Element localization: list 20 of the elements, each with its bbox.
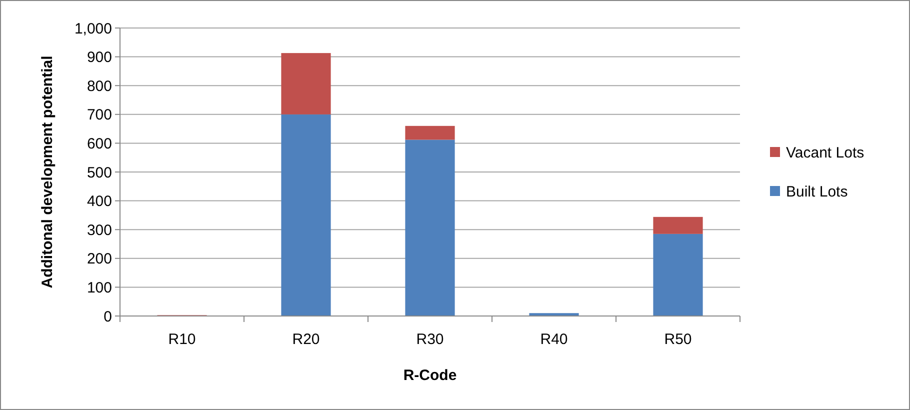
x-axis-title: R-Code [403, 367, 457, 384]
y-tick-label: 600 [86, 135, 112, 152]
y-tick-label: 500 [86, 164, 112, 182]
x-tick-label: R50 [664, 331, 692, 348]
x-tick-label: R30 [416, 331, 444, 348]
y-tick-label: 400 [86, 193, 112, 210]
y-tick-label: 200 [86, 250, 112, 268]
legend-label: Vacant Lots [786, 144, 864, 162]
x-tick-label: R10 [168, 331, 196, 348]
y-tick-label: 300 [86, 222, 112, 239]
y-tick-label: 900 [86, 49, 112, 66]
y-axis-title: Additonal development potential [39, 56, 56, 288]
y-tick-label: 0 [104, 308, 112, 326]
y-tick-label: 1,000 [74, 20, 112, 38]
x-tick-label: R20 [292, 331, 320, 348]
y-tick-label: 100 [86, 279, 112, 296]
x-tick-label: R40 [540, 331, 568, 348]
y-tick-label: 700 [86, 106, 112, 124]
y-tick-label: 800 [86, 78, 112, 95]
legend-label: Built Lots [786, 183, 848, 200]
